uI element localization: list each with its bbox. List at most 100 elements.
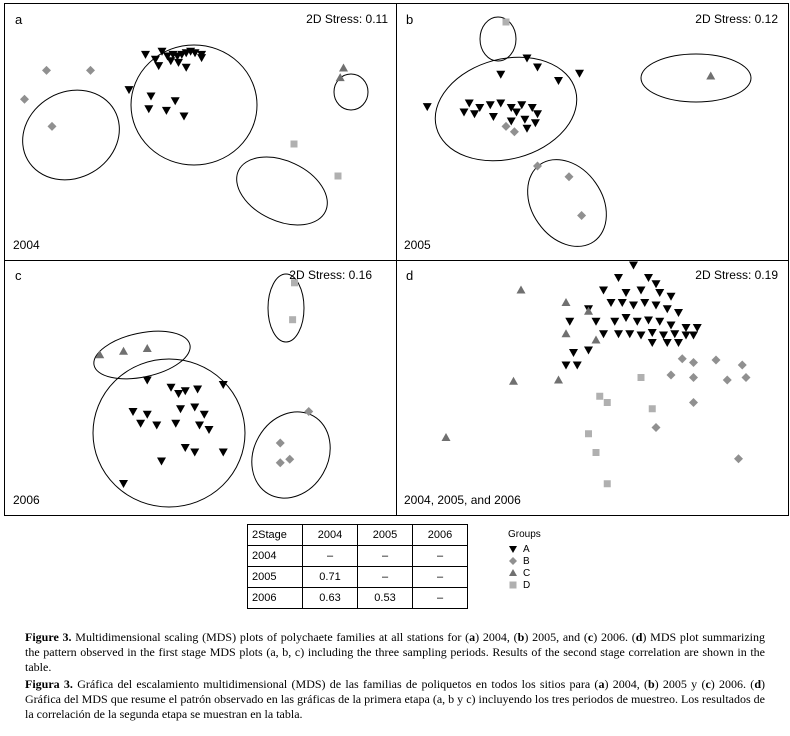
table-cell: 2006 (247, 587, 303, 609)
point-group-a (166, 57, 176, 66)
point-group-a (674, 339, 683, 347)
point-group-a (629, 261, 638, 270)
group-outline (92, 358, 246, 508)
point-group-a (517, 101, 527, 110)
table-row: 2006 0.63 0.53 – (247, 587, 468, 609)
point-group-a (561, 361, 571, 370)
group-outline (267, 273, 305, 343)
legend-item-c: C (508, 567, 541, 579)
point-group-a (651, 280, 661, 289)
table-header-cell: 2005 (357, 524, 413, 546)
point-group-a (621, 289, 631, 297)
panel-label: b (406, 12, 414, 27)
point-group-b (741, 373, 751, 382)
group-outline (333, 73, 369, 111)
panel-b: b 2D Stress: 0.12 2005 (396, 4, 788, 261)
point-group-a (157, 457, 166, 466)
groups-legend: Groups A B C D (508, 529, 541, 591)
point-group-a (218, 448, 228, 457)
point-group-c (339, 63, 348, 72)
point-group-d (637, 374, 645, 381)
square-icon (509, 581, 517, 589)
mds-figure-grid: a 2D Stress: 0.11 2004 b 2D Stress: 0.12… (4, 3, 789, 516)
point-group-a (530, 119, 540, 128)
point-group-d (585, 430, 592, 438)
point-group-c (119, 346, 128, 355)
point-group-d (596, 392, 604, 400)
point-group-a (496, 70, 506, 79)
point-group-c (561, 329, 571, 338)
group-outline (236, 156, 328, 226)
figure-caption: Figure 3. Multidimensional scaling (MDS)… (25, 630, 765, 724)
point-group-a (144, 105, 154, 114)
table-header-row: 2Stage 2004 2005 2006 (247, 524, 468, 546)
point-group-a (644, 274, 653, 282)
point-group-a (636, 286, 646, 295)
point-group-a (565, 317, 575, 326)
table-header-cell: 2004 (302, 524, 358, 546)
year-label: 2004, 2005, and 2006 (404, 493, 521, 507)
point-group-b (304, 407, 314, 416)
panel-label: d (406, 268, 414, 283)
group-outline (251, 411, 331, 499)
point-group-d (603, 480, 611, 488)
point-group-a (485, 101, 495, 110)
point-group-b (577, 211, 587, 220)
panel-label: a (15, 12, 23, 27)
point-group-a (621, 314, 631, 322)
year-label: 2005 (404, 238, 431, 252)
point-group-a (181, 63, 191, 72)
point-group-a (124, 86, 134, 95)
point-group-a (575, 69, 584, 78)
point-group-a (174, 390, 184, 398)
mds-plot-2006 (92, 273, 331, 508)
point-group-a (533, 110, 542, 119)
point-group-a (459, 108, 469, 117)
point-group-a (659, 331, 668, 340)
legend-label: B (523, 555, 530, 567)
point-group-a (522, 124, 532, 133)
point-group-a (569, 349, 578, 357)
mds-plot-combined (441, 261, 751, 488)
point-group-a (176, 405, 185, 414)
panel-label: c (15, 268, 22, 283)
point-group-a (670, 330, 680, 339)
point-group-a (647, 329, 657, 337)
triangle-down-icon (509, 546, 517, 553)
point-group-a (141, 50, 150, 59)
table-row: 2004 – – – (247, 545, 468, 567)
point-group-a (146, 92, 156, 101)
point-group-a (689, 331, 698, 340)
point-group-a (180, 444, 190, 452)
point-group-d (592, 449, 600, 456)
point-group-a (150, 55, 160, 64)
point-group-a (527, 104, 537, 112)
point-group-a (464, 99, 474, 108)
table-cell: – (412, 587, 468, 609)
table-cell: 2005 (247, 566, 303, 588)
stress-label: 2D Stress: 0.19 (695, 268, 778, 282)
point-group-a (218, 381, 228, 389)
point-group-a (599, 330, 608, 339)
point-group-d (603, 399, 611, 406)
point-group-b (689, 358, 698, 367)
point-group-a (190, 49, 200, 58)
table-row: 2005 0.71 – – (247, 566, 468, 588)
point-group-b (564, 172, 574, 182)
point-group-a (496, 99, 506, 108)
group-outline (640, 53, 752, 103)
year-label: 2004 (13, 238, 40, 252)
point-group-a (666, 292, 676, 301)
legend-label: C (523, 567, 531, 579)
mds-plot-2004 (20, 44, 369, 226)
point-group-b (737, 360, 747, 370)
point-group-d (290, 140, 298, 148)
table-cell: – (412, 545, 468, 567)
group-outline (130, 44, 258, 166)
point-group-b (666, 370, 676, 380)
point-group-b (42, 65, 51, 75)
point-group-a (674, 309, 683, 317)
point-group-a (632, 317, 642, 326)
point-group-b (501, 121, 511, 131)
point-group-a (662, 339, 672, 347)
